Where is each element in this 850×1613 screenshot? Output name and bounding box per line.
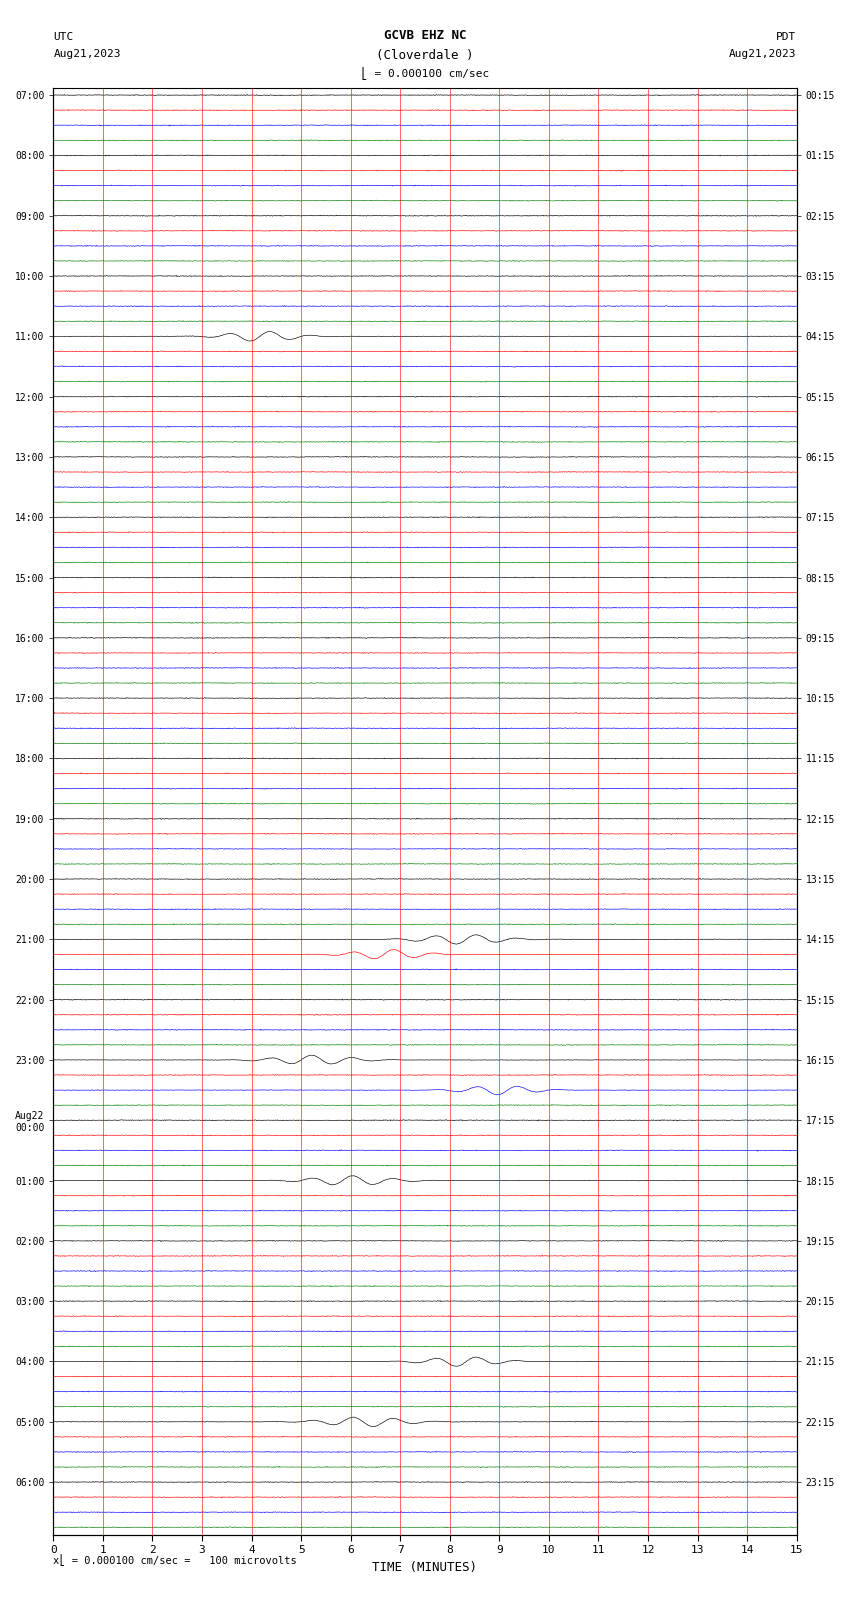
Text: UTC: UTC — [54, 32, 74, 42]
X-axis label: TIME (MINUTES): TIME (MINUTES) — [372, 1561, 478, 1574]
Text: GCVB EHZ NC: GCVB EHZ NC — [383, 29, 467, 42]
Text: x⎣ = 0.000100 cm/sec =   100 microvolts: x⎣ = 0.000100 cm/sec = 100 microvolts — [54, 1555, 298, 1566]
Text: (Cloverdale ): (Cloverdale ) — [377, 48, 473, 61]
Text: ⎣ = 0.000100 cm/sec: ⎣ = 0.000100 cm/sec — [361, 66, 489, 79]
Text: Aug21,2023: Aug21,2023 — [729, 48, 796, 58]
Text: Aug21,2023: Aug21,2023 — [54, 48, 121, 58]
Text: PDT: PDT — [776, 32, 796, 42]
